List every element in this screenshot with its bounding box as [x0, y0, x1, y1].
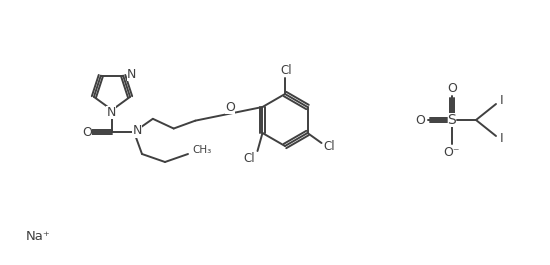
Text: O⁻: O⁻ [444, 145, 460, 158]
Text: I: I [500, 95, 504, 108]
Text: O: O [225, 101, 235, 114]
Text: O: O [82, 126, 92, 139]
Text: I: I [500, 132, 504, 145]
Text: N: N [133, 125, 142, 138]
Text: Na⁺: Na⁺ [26, 231, 51, 244]
Text: O: O [447, 82, 457, 95]
Text: N: N [106, 105, 116, 118]
Text: Cl: Cl [324, 139, 336, 152]
Text: Cl: Cl [280, 64, 292, 77]
Text: S: S [448, 113, 456, 127]
Text: CH₃: CH₃ [192, 145, 212, 155]
Text: Cl: Cl [244, 152, 255, 165]
Text: N: N [127, 68, 136, 81]
Text: O: O [415, 113, 425, 126]
